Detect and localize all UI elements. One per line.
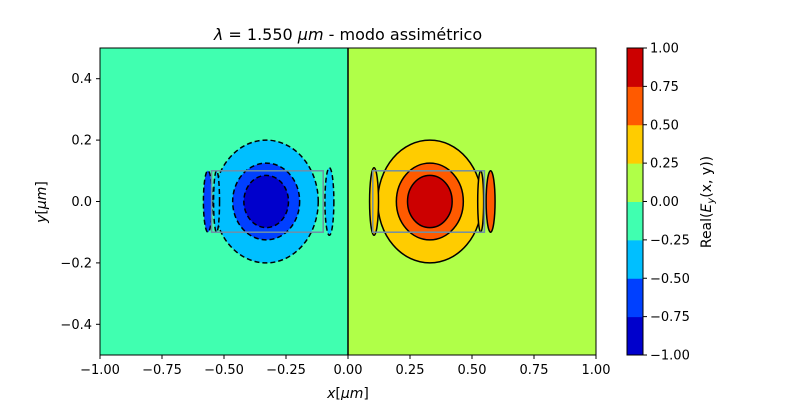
colorbar-segment <box>627 86 643 126</box>
y-axis-ticks: −0.4 −0.2 0.0 0.2 0.4 <box>60 72 100 333</box>
colorbar-label: Real(Ey(x, y)) <box>699 156 717 248</box>
colorbar-segment <box>627 124 643 164</box>
x-tick-label: 1.00 <box>582 363 611 378</box>
colorbar-segment <box>627 163 643 202</box>
side-lobe-right <box>368 166 380 237</box>
y-tick-label: 0.0 <box>71 195 92 210</box>
y-tick-label: −0.2 <box>60 256 92 271</box>
colorbar-segment <box>627 48 643 87</box>
x-tick-label: −0.25 <box>266 363 306 378</box>
colorbar-tick-label: 1.00 <box>650 42 679 57</box>
side-lobe-right <box>476 170 485 233</box>
x-tick-label: 0.50 <box>458 363 487 378</box>
x-tick-label: 0.75 <box>520 363 549 378</box>
colorbar-tick-label: 0.75 <box>650 80 679 95</box>
colorbar-segment <box>627 278 643 318</box>
x-tick-label: −0.50 <box>204 363 244 378</box>
colorbar-ticks: −1.00 −0.75 −0.50 −0.25 0.00 0.25 0.50 0.75 1.00 <box>643 42 690 364</box>
y-tick-label: 0.4 <box>71 72 92 87</box>
colorbar-segment <box>627 316 643 356</box>
lobe-right <box>406 174 453 229</box>
colorbar-tick-label: −0.75 <box>650 310 690 325</box>
side-lobe-left <box>212 170 221 233</box>
waveguide-outlines <box>210 170 486 233</box>
x-axis-ticks: −1.00 −0.75 −0.50 −0.25 0.00 0.25 0.50 0.75 1.00 <box>80 355 610 378</box>
x-tick-label: −1.00 <box>80 363 120 378</box>
colorbar-segment <box>627 239 643 279</box>
colorbar-tick-label: −0.50 <box>650 272 690 287</box>
waveguide-outline-right <box>372 170 486 233</box>
colorbar <box>627 48 643 356</box>
waveguide-outline-left <box>210 170 324 233</box>
colorbar-tick-label: −1.00 <box>650 349 690 364</box>
y-tick-label: −0.4 <box>60 318 92 333</box>
y-tick-label: 0.2 <box>71 134 92 149</box>
title-lambda: λ <box>213 25 223 44</box>
side-lobe-right <box>485 170 496 233</box>
x-tick-label: 0.25 <box>396 363 425 378</box>
x-axis-label: x[μm] <box>326 386 369 400</box>
y-axis-label: y[μm] <box>34 181 50 224</box>
title-suffix: - modo assimétrico <box>324 25 483 44</box>
x-tick-label: −0.75 <box>142 363 182 378</box>
colorbar-segment <box>627 201 643 241</box>
x-tick-label: 0.00 <box>334 363 363 378</box>
colorbar-tick-label: 0.25 <box>650 157 679 172</box>
side-lobe-left <box>324 166 335 237</box>
title-unit: μm <box>297 25 324 44</box>
chart-title: λ = 1.550 μm - modo assimétrico <box>213 25 482 44</box>
plot-area <box>100 48 596 355</box>
lobe-left <box>243 174 290 229</box>
colorbar-tick-label: 0.00 <box>650 195 679 210</box>
colorbar-tick-label: −0.25 <box>650 233 690 248</box>
title-value: = 1.550 <box>223 25 297 44</box>
colorbar-tick-label: 0.50 <box>650 118 679 133</box>
